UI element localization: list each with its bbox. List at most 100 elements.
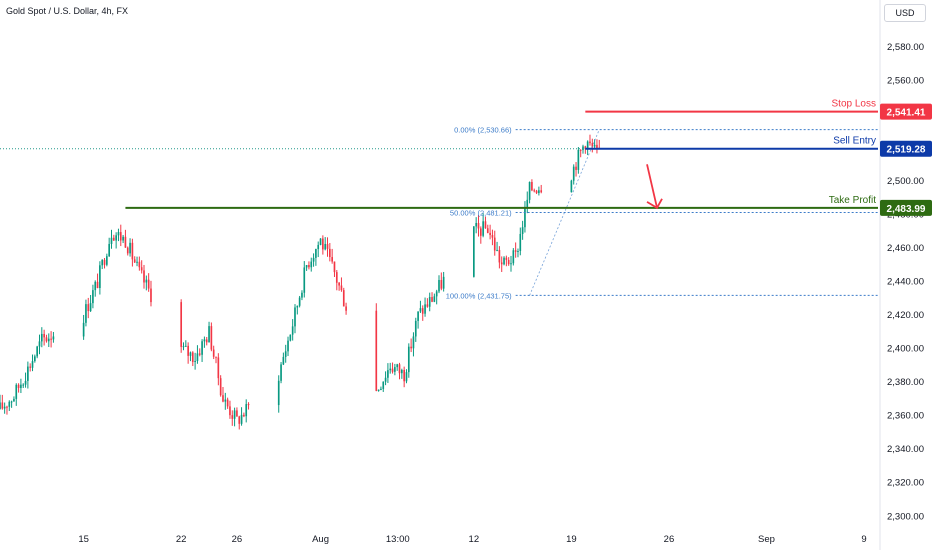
candle-body: [196, 353, 199, 361]
candles-group: [0, 134, 601, 430]
candle-body: [419, 308, 422, 312]
y-tick-label: 2,400.00: [887, 344, 924, 355]
candle-body: [417, 311, 419, 321]
candle-body: [143, 270, 145, 283]
candle-body: [133, 259, 136, 263]
candle-body: [108, 243, 111, 257]
candle-body: [582, 146, 584, 151]
candle-body: [122, 236, 124, 241]
candle-body: [310, 261, 313, 268]
x-tick-label: 13:00: [386, 534, 410, 545]
candle-body: [428, 297, 431, 307]
candle-body: [324, 243, 327, 250]
candle-body: [208, 326, 210, 343]
candle-body: [475, 222, 478, 227]
candle-body: [182, 346, 185, 348]
sell-entry-price-text: 2,519.28: [887, 145, 926, 156]
arrow-head: [646, 198, 663, 210]
candle-body: [315, 249, 317, 258]
candle-body: [117, 232, 120, 236]
candle-body: [240, 414, 243, 424]
candle-body: [535, 190, 538, 194]
candle-body: [106, 256, 108, 265]
fib-level-label: 50.00% (2,481.21): [450, 209, 512, 218]
candle-body: [45, 337, 48, 342]
candle-body: [505, 257, 508, 260]
y-tick-label: 2,580.00: [887, 42, 924, 53]
candle-body: [47, 338, 50, 342]
candle-body: [212, 349, 215, 357]
candle-body: [570, 180, 573, 193]
candle-body: [282, 356, 285, 365]
candle-body: [36, 346, 39, 357]
candle-body: [301, 292, 303, 298]
candle-body: [138, 261, 141, 268]
x-tick-label: Sep: [758, 534, 775, 545]
candle-body: [391, 368, 394, 372]
candle-body: [94, 281, 97, 291]
candle-body: [424, 304, 426, 314]
candle-body: [593, 144, 596, 147]
candle-body: [482, 221, 484, 236]
candle-body: [410, 346, 412, 349]
candle-body: [219, 378, 222, 396]
candle-body: [233, 410, 236, 419]
candle-body: [140, 267, 143, 271]
candle-body: [519, 233, 522, 252]
candle-body: [433, 296, 436, 302]
stop-loss-price-text: 2,541.41: [887, 108, 926, 119]
candle-body: [584, 146, 587, 149]
take-profit-label: Take Profit: [829, 195, 876, 206]
take-profit-price-tag: [880, 199, 932, 216]
candle-body: [486, 228, 489, 233]
candle-body: [277, 380, 280, 406]
candle-body: [103, 259, 106, 265]
candle-body: [521, 227, 524, 234]
candle-body: [224, 399, 227, 402]
candle-body: [596, 144, 598, 148]
y-tick-label: 2,440.00: [887, 277, 924, 288]
candle-body: [489, 232, 491, 236]
y-tick-label: 2,500.00: [887, 176, 924, 187]
candle-body: [294, 307, 296, 327]
candle-body: [579, 149, 582, 151]
candle-body: [589, 141, 591, 144]
candle-body: [540, 190, 543, 193]
x-tick-label: 26: [664, 534, 675, 545]
candle-body: [331, 257, 333, 262]
candle-body: [119, 232, 122, 241]
candle-body: [289, 334, 292, 341]
candle-body: [296, 305, 299, 308]
candle-body: [533, 190, 536, 192]
candle-body: [24, 380, 27, 385]
candle-body: [577, 149, 580, 170]
candle-body: [503, 257, 505, 265]
candle-body: [312, 257, 315, 262]
candle-body: [87, 304, 90, 312]
candle-body: [145, 279, 148, 283]
candle-body: [333, 261, 336, 273]
candle-body: [203, 339, 206, 342]
chart-title: Gold Spot / U.S. Dollar, 4h, FX: [6, 6, 129, 16]
candle-body: [298, 297, 301, 306]
take-profit-price-text: 2,483.99: [887, 204, 926, 215]
x-tick-label: Aug: [312, 534, 329, 545]
candle-body: [22, 384, 25, 386]
candle-body: [493, 237, 496, 251]
candle-body: [205, 339, 208, 343]
candle-body: [247, 404, 250, 406]
y-tick-label: 2,560.00: [887, 75, 924, 86]
candle-body: [512, 250, 515, 264]
candle-body: [187, 345, 189, 356]
candle-body: [575, 166, 577, 170]
candle-body: [440, 280, 443, 289]
candle-body: [50, 338, 52, 340]
currency-selector[interactable]: USD: [884, 4, 926, 22]
fib-level-label: 0.00% (2,530.66): [454, 126, 512, 135]
x-tick-label: 12: [469, 534, 480, 545]
candle-body: [491, 235, 494, 238]
candle-body: [215, 356, 217, 358]
candle-body: [403, 369, 405, 382]
